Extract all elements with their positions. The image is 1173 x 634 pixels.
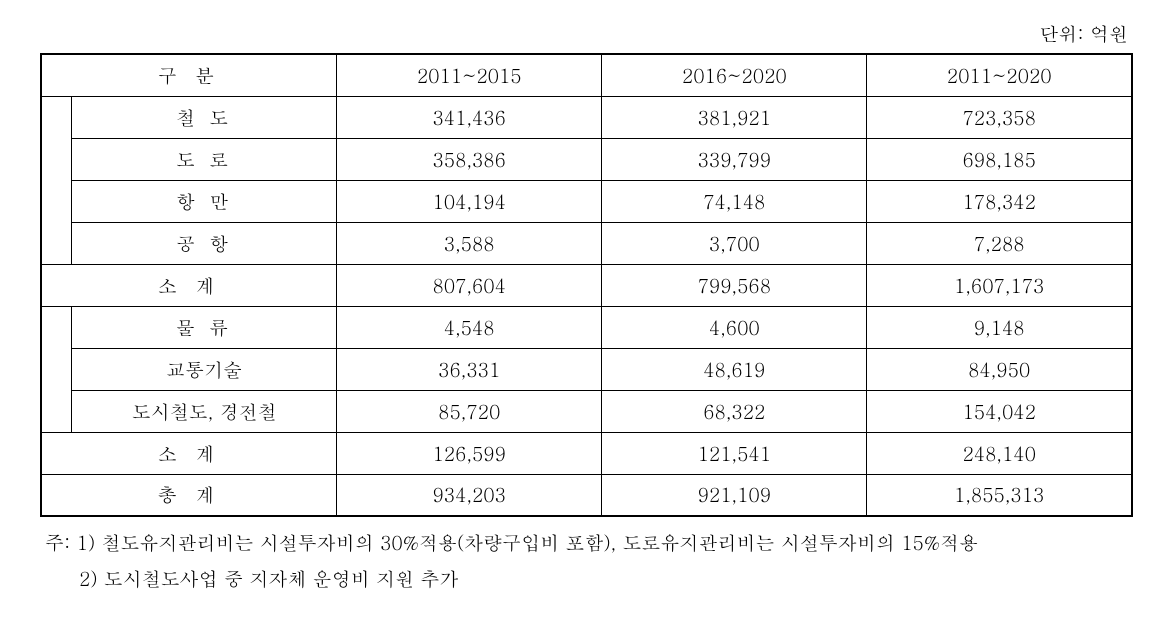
cell: 799,568 xyxy=(602,264,867,306)
cell: 121,541 xyxy=(602,432,867,474)
unit-label: 단위: 억원 xyxy=(40,20,1133,47)
notes-prefix: 주: xyxy=(45,529,77,556)
cell: 381,921 xyxy=(602,96,867,138)
group1-spacer xyxy=(41,96,72,264)
row-label: 철 도 xyxy=(72,96,337,138)
investment-table: 구 분 2011~2015 2016~2020 2011~2020 철 도 34… xyxy=(40,53,1133,517)
header-category: 구 분 xyxy=(41,54,337,96)
subtotal-label: 소 계 xyxy=(41,432,337,474)
cell: 36,331 xyxy=(337,348,602,390)
table-row: 도 로 358,386 339,799 698,185 xyxy=(41,138,1132,180)
row-label: 도 로 xyxy=(72,138,337,180)
cell: 104,194 xyxy=(337,180,602,222)
row-label: 항 만 xyxy=(72,180,337,222)
cell: 178,342 xyxy=(867,180,1132,222)
subtotal-row: 소 계 126,599 121,541 248,140 xyxy=(41,432,1132,474)
cell: 154,042 xyxy=(867,390,1132,432)
cell: 9,148 xyxy=(867,306,1132,348)
cell: 1,855,313 xyxy=(867,474,1132,516)
table-row: 항 만 104,194 74,148 178,342 xyxy=(41,180,1132,222)
cell: 698,185 xyxy=(867,138,1132,180)
row-label: 물 류 xyxy=(72,306,337,348)
table-row: 물 류 4,548 4,600 9,148 xyxy=(41,306,1132,348)
notes-section: 주: 1) 철도유지관리비는 시설투자비의 30%적용(차량구입비 포함), 도… xyxy=(40,525,1133,597)
table-row: 교통기술 36,331 48,619 84,950 xyxy=(41,348,1132,390)
cell: 723,358 xyxy=(867,96,1132,138)
table-header-row: 구 분 2011~2015 2016~2020 2011~2020 xyxy=(41,54,1132,96)
table-row: 공 항 3,588 3,700 7,288 xyxy=(41,222,1132,264)
table-row: 철 도 341,436 381,921 723,358 xyxy=(41,96,1132,138)
note-1-text: 1) 철도유지관리비는 시설투자비의 30%적용(차량구입비 포함), 도로유지… xyxy=(77,529,978,556)
cell: 4,600 xyxy=(602,306,867,348)
header-col1: 2011~2015 xyxy=(337,54,602,96)
cell: 341,436 xyxy=(337,96,602,138)
total-row: 총 계 934,203 921,109 1,855,313 xyxy=(41,474,1132,516)
cell: 84,950 xyxy=(867,348,1132,390)
row-label: 교통기술 xyxy=(72,348,337,390)
table-row: 도시철도, 경전철 85,720 68,322 154,042 xyxy=(41,390,1132,432)
cell: 921,109 xyxy=(602,474,867,516)
cell: 68,322 xyxy=(602,390,867,432)
cell: 85,720 xyxy=(337,390,602,432)
cell: 3,700 xyxy=(602,222,867,264)
total-label: 총 계 xyxy=(41,474,337,516)
cell: 358,386 xyxy=(337,138,602,180)
group2-spacer xyxy=(41,306,72,432)
row-label: 공 항 xyxy=(72,222,337,264)
subtotal-label: 소 계 xyxy=(41,264,337,306)
cell: 4,548 xyxy=(337,306,602,348)
cell: 126,599 xyxy=(337,432,602,474)
cell: 807,604 xyxy=(337,264,602,306)
note-line-1: 주: 1) 철도유지관리비는 시설투자비의 30%적용(차량구입비 포함), 도… xyxy=(45,525,1133,561)
cell: 248,140 xyxy=(867,432,1132,474)
header-col3: 2011~2020 xyxy=(867,54,1132,96)
cell: 48,619 xyxy=(602,348,867,390)
note-line-2: 2) 도시철도사업 중 지자체 운영비 지원 추가 xyxy=(45,561,1133,597)
subtotal-row: 소 계 807,604 799,568 1,607,173 xyxy=(41,264,1132,306)
header-col2: 2016~2020 xyxy=(602,54,867,96)
cell: 1,607,173 xyxy=(867,264,1132,306)
cell: 74,148 xyxy=(602,180,867,222)
cell: 339,799 xyxy=(602,138,867,180)
cell: 3,588 xyxy=(337,222,602,264)
cell: 934,203 xyxy=(337,474,602,516)
row-label: 도시철도, 경전철 xyxy=(72,390,337,432)
cell: 7,288 xyxy=(867,222,1132,264)
